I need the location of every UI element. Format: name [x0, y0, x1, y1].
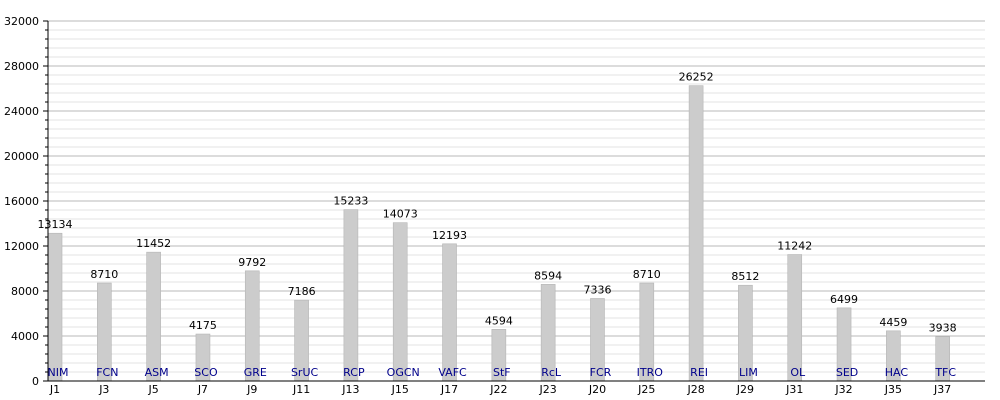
x-tick-label: J25	[637, 383, 655, 396]
bar-team-label: REI	[690, 366, 708, 379]
x-tick-label: J11	[292, 383, 310, 396]
bar	[787, 254, 803, 382]
bar-value-label: 13134	[38, 218, 73, 231]
bar-value-label: 8710	[633, 268, 661, 281]
bar-team-label: ITRO	[637, 366, 664, 379]
x-tick-label: J9	[246, 383, 257, 396]
bar-team-label: FCN	[96, 366, 118, 379]
x-tick-label: J20	[588, 383, 606, 396]
bar-value-label: 11452	[136, 237, 171, 250]
x-tick-label: J1	[49, 383, 60, 396]
grid-layer	[48, 20, 985, 373]
y-tick-label: 8000	[11, 285, 39, 298]
bar-value-label: 11242	[777, 240, 812, 253]
bar-value-label: 4459	[879, 316, 907, 329]
bar-team-label: GRE	[244, 366, 267, 379]
bar	[688, 85, 704, 382]
bar-team-label: ASM	[145, 366, 169, 379]
bar-team-label: OGCN	[387, 366, 420, 379]
bar-value-label: 7186	[288, 285, 316, 298]
bar-value-label: 7336	[583, 283, 611, 296]
bar-value-label: 15233	[333, 195, 368, 208]
bar-value-label: 14073	[383, 208, 418, 221]
bar-team-label: TFC	[934, 366, 956, 379]
x-tick-label: J37	[933, 383, 951, 396]
bar-team-label: RcL	[541, 366, 562, 379]
x-tick-label: J28	[686, 383, 704, 396]
bar-team-label: OL	[790, 366, 806, 379]
x-tick-label: J7	[197, 383, 208, 396]
x-tick-label: J32	[834, 383, 852, 396]
y-tick-label: 12000	[4, 240, 39, 253]
bar-value-label: 12193	[432, 229, 467, 242]
x-tick-label: J22	[489, 383, 507, 396]
x-tick-label: J31	[785, 383, 803, 396]
bar-value-label: 26252	[679, 71, 714, 84]
bar	[244, 270, 260, 382]
y-tick-label: 24000	[4, 105, 39, 118]
bar-team-label: StF	[493, 366, 511, 379]
bar	[146, 251, 161, 382]
y-tick-label: 4000	[11, 330, 39, 343]
bars-layer	[47, 85, 950, 382]
bar-team-label: SrUC	[291, 366, 319, 379]
bar-team-label: VAFC	[438, 366, 467, 379]
bar-value-label: 3938	[929, 322, 957, 335]
x-tick-label: J35	[884, 383, 902, 396]
axis-layer: 0 4000 8000 12000 16000 20000 24000 28000 32000 J…	[4, 15, 985, 396]
bar-team-label: SCO	[194, 366, 218, 379]
x-tick-label: J13	[341, 383, 359, 396]
x-tick-label: J17	[440, 383, 458, 396]
bar-value-label: 6499	[830, 293, 858, 306]
bar-value-label: 9792	[238, 256, 266, 269]
y-tick-label: 16000	[4, 195, 39, 208]
bar	[392, 222, 408, 382]
bar-value-label: 8594	[534, 269, 562, 282]
x-tick-label: J29	[736, 383, 754, 396]
bar-value-label: 4175	[189, 319, 217, 332]
bar-value-label: 4594	[485, 314, 513, 327]
bar	[343, 209, 359, 382]
bar	[47, 232, 63, 382]
bar-value-label: 8512	[731, 270, 759, 283]
y-tick-label: 0	[32, 375, 39, 388]
x-tick-label: J23	[539, 383, 557, 396]
y-tick-label: 32000	[4, 15, 39, 28]
bar-team-label: RCP	[343, 366, 365, 379]
x-tick-label: J15	[391, 383, 409, 396]
bar	[442, 243, 457, 382]
bar-team-label: HAC	[885, 366, 909, 379]
labels-layer: 13134 NIM 8710 FCN 11452 ASM 4175 SCO 9792 GRE 718…	[38, 71, 957, 379]
bar-team-label: NIM	[48, 366, 69, 379]
bar-team-label: FCR	[590, 366, 612, 379]
y-tick-label: 28000	[4, 60, 39, 73]
bar-value-label: 8710	[90, 268, 118, 281]
x-tick-label: J5	[148, 383, 159, 396]
x-tick-label: J3	[98, 383, 109, 396]
bar-team-label: SED	[836, 366, 858, 379]
y-tick-label: 20000	[4, 150, 39, 163]
bar-team-label: LIM	[739, 366, 758, 379]
